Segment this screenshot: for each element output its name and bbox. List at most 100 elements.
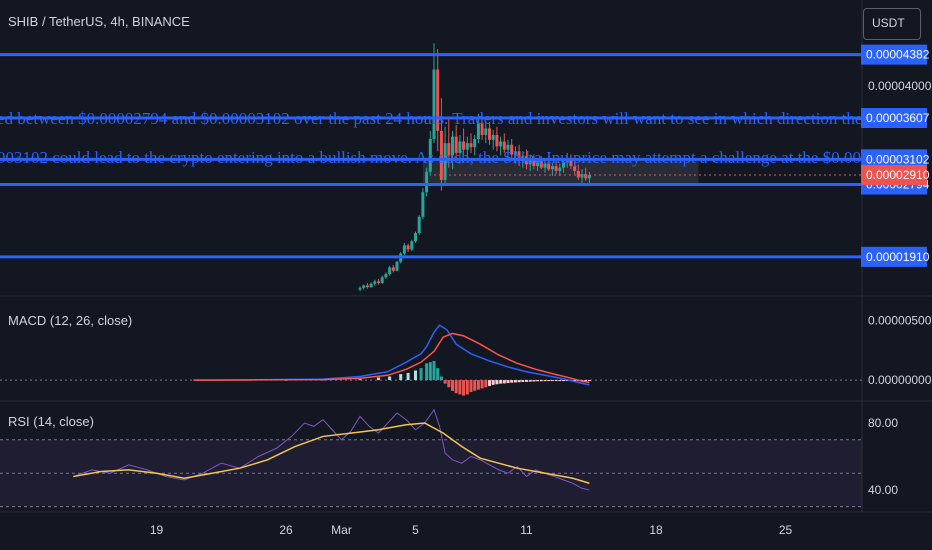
macd-histogram-bar (425, 363, 429, 381)
macd-histogram-bar (495, 380, 499, 385)
range-box (422, 159, 699, 185)
candle-body (439, 130, 443, 180)
macd-histogram-bar (476, 380, 480, 390)
candle-body (358, 287, 362, 290)
candle-body (495, 134, 499, 147)
level-price-tag (861, 44, 927, 65)
macd-histogram-bar (565, 380, 569, 382)
candle-body (502, 141, 506, 150)
macd-histogram-bar (436, 368, 440, 381)
current-price-tag (861, 165, 927, 186)
macd-histogram-bar (528, 380, 532, 382)
macd-histogram-bar (539, 380, 543, 382)
symbol-title[interactable]: SHIB / TetherUS, 4h, BINANCE (8, 14, 190, 29)
candle-body (395, 261, 399, 271)
macd-title[interactable]: MACD (12, 26, close) (8, 313, 133, 328)
macd-histogram-bar (358, 378, 362, 381)
candle-body (547, 163, 551, 170)
candle-body (562, 162, 565, 168)
level-price-tag (861, 149, 927, 170)
candle-body (380, 277, 384, 284)
level-price-label: 0.00004382 (866, 48, 930, 62)
candle-body (365, 285, 369, 288)
macd-histogram-bar (536, 380, 540, 382)
candle-body (406, 245, 410, 250)
candle-body (532, 159, 536, 167)
candle-body (447, 143, 451, 156)
candle-body (443, 143, 447, 180)
candle-body (369, 283, 373, 288)
macd-histogram-bar (506, 380, 510, 384)
candle-body (580, 174, 584, 178)
rsi-axis-label: 80.00 (868, 416, 898, 430)
macd-histogram-bar (562, 380, 565, 382)
macd-histogram-bar (465, 380, 469, 395)
candle-body (402, 245, 406, 254)
macd-histogram-bar (469, 380, 473, 393)
macd-histogram-bar (447, 380, 451, 388)
candle-body (421, 192, 425, 217)
candle-body (584, 174, 588, 179)
candle-body (506, 144, 510, 150)
macd-histogram-bar (388, 376, 392, 381)
rsi-title[interactable]: RSI (14, close) (8, 414, 94, 429)
candle-body (391, 267, 395, 271)
macd-histogram-bar (419, 368, 423, 381)
candle-body (539, 161, 543, 168)
candle-body (536, 161, 540, 167)
candle-body (510, 144, 514, 155)
macd-histogram-bar (517, 380, 521, 383)
rsi-band (0, 439, 862, 507)
current-price-label: 0.00002910 (866, 168, 930, 182)
macd-histogram-bar (558, 380, 562, 382)
candle-body (476, 122, 480, 140)
macd-histogram-bar (543, 380, 547, 382)
candle-body (499, 141, 503, 147)
candle-body (484, 128, 488, 135)
candle-body (436, 69, 440, 131)
time-axis-label: 18 (649, 523, 663, 537)
macd-histogram-bar (428, 362, 432, 381)
macd-histogram-bar (491, 380, 495, 385)
macd-histogram-bar (521, 380, 525, 382)
macd-histogram-bar (499, 380, 503, 384)
candle-body (587, 175, 591, 179)
candle-body (573, 166, 577, 171)
macd-histogram-bar (443, 380, 447, 384)
candle-body (362, 285, 366, 288)
candle-body (462, 141, 466, 150)
currency-button[interactable]: USDT (863, 8, 921, 40)
candle-body (384, 274, 388, 278)
level-price-label: 0.00001910 (866, 250, 930, 264)
rsi-axis-label: 40.00 (868, 483, 898, 497)
macd-histogram-bar (414, 370, 417, 381)
macd-histogram-bar (547, 380, 551, 382)
candle-body (550, 166, 554, 170)
macd-histogram-bar (451, 380, 454, 391)
candle-body (558, 167, 562, 171)
price-axis-label: 0.00004000 (868, 79, 932, 93)
macd-histogram-bar (377, 377, 380, 381)
candle-body (469, 143, 473, 148)
candle-body (473, 139, 477, 148)
candle-body (554, 166, 558, 171)
signal-line (193, 332, 590, 384)
macd-line (193, 324, 590, 386)
macd-histogram-bar (584, 380, 588, 382)
candle-body (528, 159, 532, 165)
candle-body (513, 151, 517, 155)
news-line-1: ed between $0.00002794 and $0.00003102 o… (0, 109, 862, 128)
candle-body (517, 151, 521, 162)
candle-body (458, 141, 462, 153)
macd-histogram-bar (406, 372, 410, 381)
candle-body (488, 128, 491, 140)
macd-histogram-bar (462, 380, 466, 396)
time-axis-label: 11 (520, 523, 533, 537)
macd-axis-label: 0.00000000 (868, 373, 932, 387)
candle-body (414, 233, 417, 242)
macd-histogram-bar (573, 380, 577, 382)
candle-body (543, 163, 547, 168)
